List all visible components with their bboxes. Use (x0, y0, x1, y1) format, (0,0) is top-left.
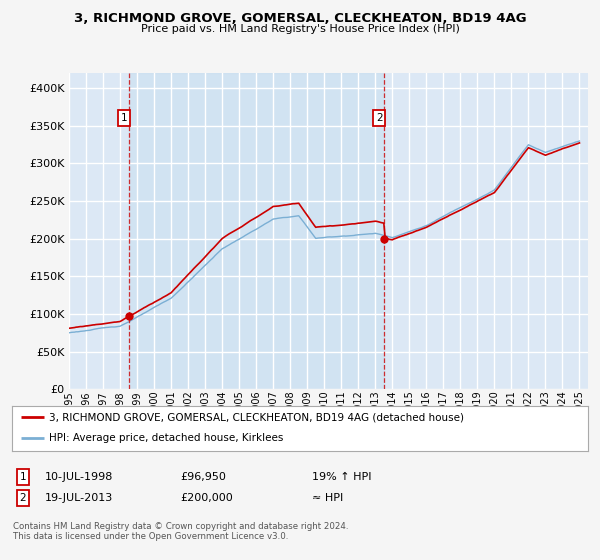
Text: 10-JUL-1998: 10-JUL-1998 (45, 472, 113, 482)
Text: 3, RICHMOND GROVE, GOMERSAL, CLECKHEATON, BD19 4AG (detached house): 3, RICHMOND GROVE, GOMERSAL, CLECKHEATON… (49, 412, 464, 422)
Text: ≈ HPI: ≈ HPI (312, 493, 343, 503)
Text: Price paid vs. HM Land Registry's House Price Index (HPI): Price paid vs. HM Land Registry's House … (140, 24, 460, 34)
Text: £96,950: £96,950 (180, 472, 226, 482)
Text: 3, RICHMOND GROVE, GOMERSAL, CLECKHEATON, BD19 4AG: 3, RICHMOND GROVE, GOMERSAL, CLECKHEATON… (74, 12, 526, 25)
Text: 1: 1 (19, 472, 26, 482)
Text: HPI: Average price, detached house, Kirklees: HPI: Average price, detached house, Kirk… (49, 433, 284, 444)
Text: £200,000: £200,000 (180, 493, 233, 503)
Bar (129, 73, 385, 389)
Text: 2: 2 (19, 493, 26, 503)
Text: Contains HM Land Registry data © Crown copyright and database right 2024.
This d: Contains HM Land Registry data © Crown c… (13, 522, 349, 542)
Text: 19% ↑ HPI: 19% ↑ HPI (312, 472, 371, 482)
Text: 2: 2 (376, 113, 383, 123)
Text: 19-JUL-2013: 19-JUL-2013 (45, 493, 113, 503)
Text: 1: 1 (121, 113, 127, 123)
